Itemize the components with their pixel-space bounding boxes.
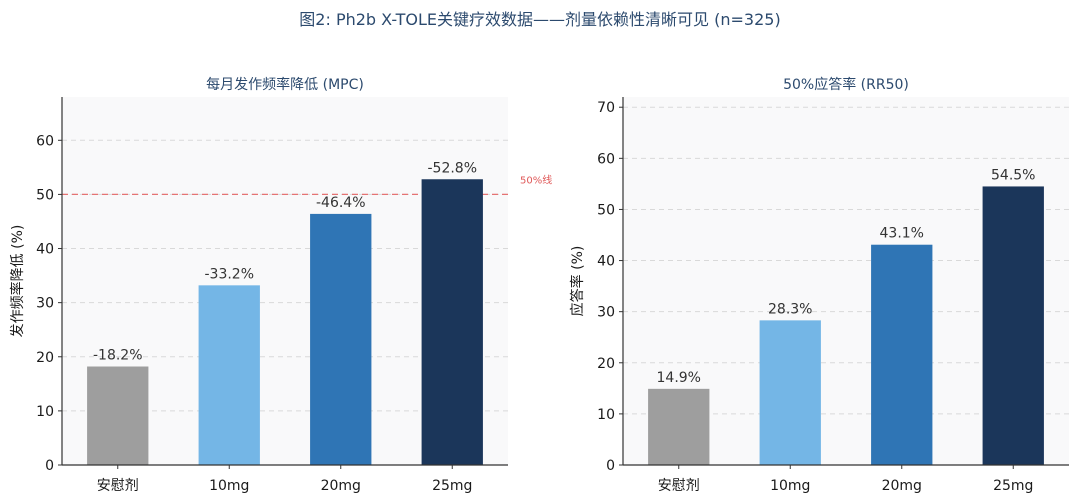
mpc-ytick-label: 0 <box>45 458 54 474</box>
rr50-ytick-label: 30 <box>597 305 615 321</box>
mpc-bar-0 <box>87 366 149 465</box>
mpc-data-label-0: -18.2% <box>93 348 143 364</box>
mpc-category-label-0: 安慰剂 <box>97 477 139 494</box>
rr50-category-label-0: 安慰剂 <box>658 477 700 494</box>
rr50-ytick-label: 10 <box>597 407 615 423</box>
rr50-ytick-label: 40 <box>597 254 615 270</box>
mpc-ytick-label: 20 <box>36 350 54 366</box>
rr50-ytick-label: 60 <box>597 151 615 167</box>
rr50-category-label-1: 10mg <box>770 478 810 494</box>
mpc-ytick-label: 50 <box>36 187 54 203</box>
rr50-category-label-3: 25mg <box>993 478 1033 494</box>
mpc-data-label-3: -52.8% <box>427 160 477 176</box>
rr50-ytick-label: 20 <box>597 356 615 372</box>
rr50-ytick-label: 70 <box>597 100 615 116</box>
rr50-bar-3 <box>982 186 1044 465</box>
mpc-ytick-label: 60 <box>36 133 54 149</box>
rr50-ytick-label: 0 <box>606 458 615 474</box>
rr50-bar-0 <box>648 388 710 465</box>
rr50-bar-2 <box>871 244 933 465</box>
mpc-data-label-1: -33.2% <box>204 266 254 282</box>
mpc-ylabel: 发作频率降低 (%) <box>9 225 26 338</box>
mpc-chart: 每月发作频率降低 (MPC) 0 10 20 30 40 50 60 50%线 -18.2% 安慰剂… <box>9 76 552 494</box>
mpc-category-label-2: 20mg <box>321 478 361 494</box>
mpc-ytick-label: 40 <box>36 242 54 258</box>
mpc-ytick-label: 10 <box>36 404 54 420</box>
rr50-bar-1 <box>759 320 821 465</box>
mpc-ytick-label: 30 <box>36 296 54 312</box>
rr50-data-label-2: 43.1% <box>880 226 924 242</box>
mpc-bar-3 <box>421 179 483 465</box>
mpc-category-label-3: 25mg <box>432 478 472 494</box>
mpc-reference-label: 50%线 <box>520 173 552 186</box>
mpc-bar-1 <box>198 285 260 465</box>
mpc-data-label-2: -46.4% <box>316 195 366 211</box>
rr50-title: 50%应答率 (RR50) <box>783 76 909 93</box>
mpc-category-label-1: 10mg <box>209 478 249 494</box>
rr50-data-label-3: 54.5% <box>991 167 1035 183</box>
mpc-bar-2 <box>310 213 372 465</box>
rr50-data-label-1: 28.3% <box>768 301 812 317</box>
rr50-chart: 50%应答率 (RR50) 0 10 20 30 40 50 60 70 14.9% 安慰剂 28.3… <box>569 76 1069 494</box>
figure-title: 图2: Ph2b X-TOLE关键疗效数据——剂量依赖性清晰可见 (n=325) <box>299 10 780 29</box>
rr50-data-label-0: 14.9% <box>657 370 701 386</box>
rr50-ylabel: 应答率 (%) <box>569 246 586 317</box>
rr50-ytick-label: 50 <box>597 202 615 218</box>
rr50-category-label-2: 20mg <box>882 478 922 494</box>
mpc-title: 每月发作频率降低 (MPC) <box>206 76 364 93</box>
